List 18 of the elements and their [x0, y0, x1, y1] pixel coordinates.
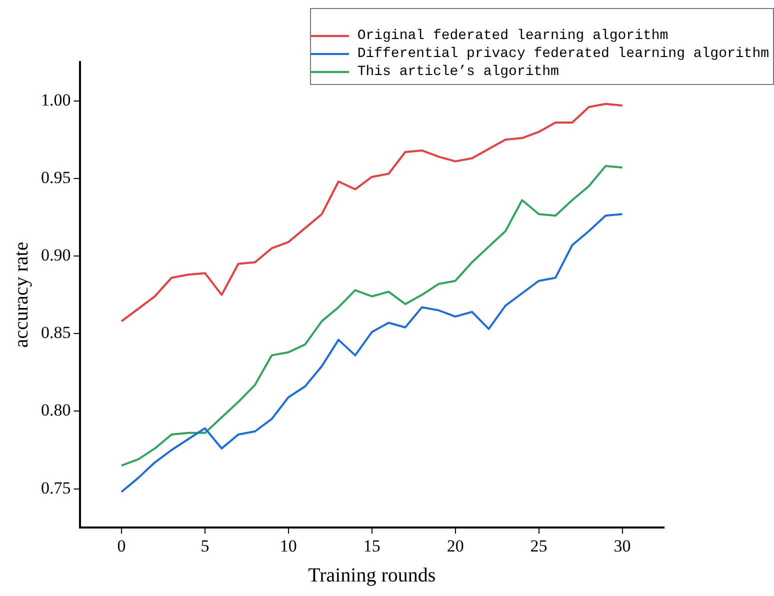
- x-axis-title: Training rounds: [308, 564, 436, 586]
- x-tick-label: 20: [446, 536, 464, 556]
- y-tick-label: 0.90: [41, 245, 71, 264]
- legend-label: Original federated learning algorithm: [357, 27, 668, 45]
- x-tick-label: 30: [614, 536, 631, 556]
- x-tick-label: 10: [280, 536, 297, 556]
- x-tick-label: 5: [200, 536, 210, 556]
- x-tick-label: 15: [363, 536, 380, 556]
- legend-label: This article’s algorithm: [357, 63, 559, 81]
- y-axis-title: accuracy rate: [10, 242, 32, 348]
- x-tick-label: 25: [530, 536, 548, 556]
- y-tick-label: 0.95: [41, 168, 71, 187]
- y-tick-label: 0.80: [41, 400, 71, 420]
- legend-label: Differential privacy federated learning algorithm: [357, 45, 769, 63]
- y-tick-label: 1.00: [41, 90, 71, 110]
- y-tick-label: 0.75: [41, 478, 71, 498]
- y-tick-label: 0.85: [41, 323, 71, 342]
- x-tick-label: 0: [117, 536, 126, 556]
